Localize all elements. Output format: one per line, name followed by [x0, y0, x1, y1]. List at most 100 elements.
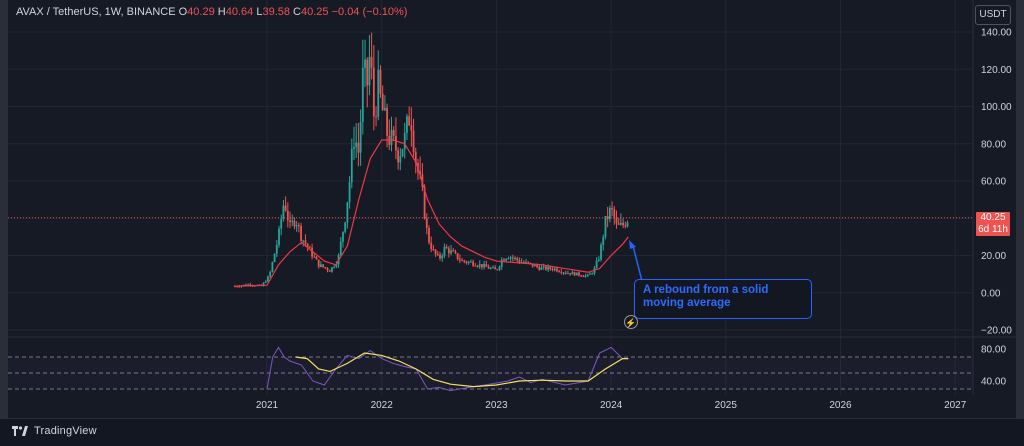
- candle-body: [500, 259, 503, 267]
- candle-body: [286, 210, 289, 221]
- rsi-tick-label: 40.00: [981, 377, 1006, 388]
- tradingview-logo-icon: [12, 426, 28, 436]
- low-label: L: [256, 6, 263, 18]
- price-tick-label: 80.00: [981, 139, 1006, 150]
- candle-body: [392, 129, 395, 136]
- time-tick-label: 2023: [485, 400, 508, 411]
- candle-body: [474, 265, 477, 267]
- candle-body: [348, 182, 351, 203]
- candle-body: [547, 266, 550, 270]
- rsi-ma-line: [295, 352, 629, 388]
- candle-body: [604, 216, 607, 237]
- candle-body: [295, 225, 298, 227]
- candle-body: [406, 116, 408, 133]
- candle-body: [571, 272, 574, 275]
- candle-body: [622, 222, 624, 226]
- candle-body: [238, 286, 241, 288]
- candle-body: [344, 222, 347, 232]
- candle-body: [483, 264, 486, 268]
- candle-body: [401, 149, 404, 157]
- candle-body: [439, 254, 441, 259]
- change-value: −0.04 (−0.10%): [331, 6, 408, 18]
- candle-body: [311, 247, 313, 257]
- price-tick-label: 140.00: [981, 28, 1012, 39]
- tradingview-logo[interactable]: TradingView: [12, 425, 97, 437]
- candle-body: [626, 222, 629, 227]
- candle-body: [364, 59, 366, 68]
- candle-body: [456, 253, 459, 260]
- open-label: O: [178, 6, 188, 18]
- candle-body: [476, 266, 479, 268]
- price-tick-label: 120.00: [981, 65, 1012, 76]
- candle-body: [428, 227, 430, 243]
- candle-body: [602, 236, 605, 245]
- moving-average-path: [234, 139, 629, 287]
- annotation-line-1: A rebound from a solid: [643, 284, 769, 296]
- candle-body: [368, 56, 371, 86]
- candle-body: [611, 207, 613, 210]
- moving-average-line: [234, 139, 629, 287]
- candle-body: [267, 276, 269, 282]
- high-label: H: [217, 6, 226, 18]
- candle-body: [397, 150, 400, 163]
- candle-body: [465, 261, 468, 263]
- chart-area[interactable]: 140.00 120.00 100.00 80.00 60.00 40.00 20.00 0.…: [8, 0, 1016, 418]
- candle-body: [536, 265, 538, 267]
- candle-body: [463, 260, 466, 262]
- annotation-callout[interactable]: A rebound from a solid moving average: [634, 279, 812, 319]
- candle-body: [317, 259, 320, 267]
- candle-body: [578, 272, 580, 276]
- pane-separator: [8, 0, 1016, 395]
- candle-body: [372, 67, 375, 117]
- low-value: 39.58: [262, 6, 290, 18]
- candle-body: [443, 246, 446, 256]
- candle-body: [423, 186, 426, 219]
- candle-body: [370, 56, 373, 68]
- candle-body: [357, 142, 360, 153]
- candle-body: [320, 264, 322, 267]
- annotation-pointer: [632, 245, 643, 282]
- candle-body: [245, 284, 247, 286]
- candle-body: [273, 253, 276, 263]
- candle-body: [414, 152, 417, 163]
- candle-body: [533, 265, 536, 267]
- candle-body: [527, 261, 530, 263]
- candle-body: [492, 267, 494, 269]
- candle-body: [395, 135, 397, 151]
- time-tick-label: 2021: [256, 400, 279, 411]
- candle-body: [355, 142, 358, 147]
- currency-button[interactable]: USDT: [975, 5, 1011, 25]
- high-value: 40.64: [225, 6, 254, 18]
- candle-body: [271, 262, 274, 272]
- candle-body: [324, 267, 327, 269]
- candle-body: [383, 107, 386, 111]
- candle-body: [346, 202, 349, 223]
- candle-body: [390, 129, 393, 145]
- candle-body: [600, 244, 602, 260]
- candle-body: [353, 146, 355, 149]
- candle-body: [339, 241, 342, 256]
- candle-body: [591, 273, 594, 275]
- symbol-legend: AVAX / TetherUS, 1W, BINANCE O40.29 H40.…: [16, 6, 407, 18]
- candle-body: [333, 266, 336, 268]
- price-tag-value: 40.25: [980, 212, 1006, 223]
- candle-body: [264, 281, 267, 283]
- candle-body: [544, 266, 547, 270]
- price-tick-label: 20.00: [981, 251, 1006, 262]
- price-tag: 40.25 6d 11h: [976, 212, 1010, 236]
- candle-body: [361, 67, 364, 122]
- candle-body: [381, 93, 384, 111]
- candle-body: [300, 225, 302, 241]
- time-tick-label: 2025: [715, 400, 738, 411]
- time-tick-label: 2024: [600, 400, 623, 411]
- candle-body: [350, 148, 353, 183]
- candle-body: [580, 275, 583, 277]
- candle-body: [412, 130, 415, 153]
- lightning-icon[interactable]: ⚡: [624, 315, 638, 329]
- rsi-tick-label: 80.00: [981, 345, 1006, 356]
- candle-body: [467, 261, 470, 263]
- chart-canvas[interactable]: 140.00 120.00 100.00 80.00 60.00 40.00 20.00 0.…: [8, 0, 1016, 418]
- candle-body: [342, 231, 344, 242]
- candle-body: [553, 268, 556, 270]
